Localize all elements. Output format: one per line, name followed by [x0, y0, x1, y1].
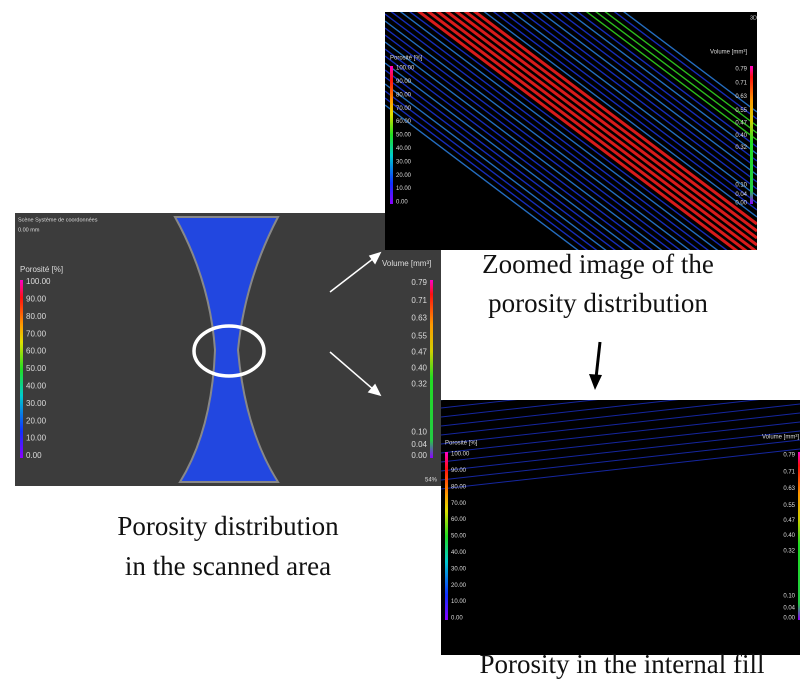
legend-label: 10.00 — [26, 434, 47, 443]
caption: Porosity in the internal fill — [480, 649, 765, 679]
legend-label: 0.32 — [735, 145, 747, 151]
legend-title: Porosité [%] — [390, 56, 423, 62]
legend-label: 0.47 — [735, 120, 747, 126]
panel — [385, 12, 757, 250]
legend-label: 100.00 — [26, 277, 51, 286]
legend-label: 0.04 — [783, 605, 795, 611]
legend-label: 70.00 — [451, 501, 467, 507]
legend-label: 0.40 — [783, 533, 795, 539]
legend-label: 90.00 — [26, 295, 47, 304]
legend-label: 0.04 — [411, 440, 427, 449]
caption: porosity distribution — [488, 288, 708, 318]
fiber — [441, 341, 800, 381]
caption: in the scanned area — [125, 551, 331, 581]
legend-label: 90.00 — [396, 79, 412, 85]
legend-label: 0.00 — [396, 200, 408, 206]
legend-label: 30.00 — [451, 566, 467, 572]
legend-label: 30.00 — [26, 399, 47, 408]
legend-label: 0.00 — [26, 451, 42, 460]
legend-title: Volume [mm³] — [762, 435, 799, 441]
legend-label: 0.47 — [783, 518, 795, 524]
legend-label: 70.00 — [26, 329, 47, 338]
legend-label: 80.00 — [26, 312, 47, 321]
fiber — [441, 314, 800, 354]
legend-title: Volume [mm³] — [710, 50, 747, 56]
figure: Scène Système de coordonnées 0.00 mm 54% Po… — [0, 0, 800, 684]
legend-label: 0.79 — [411, 278, 427, 287]
legend-label: 0.10 — [735, 182, 747, 188]
legend-label: 100.00 — [396, 66, 415, 72]
legend-label: 80.00 — [396, 92, 412, 98]
colorbar — [20, 280, 23, 458]
colorbar — [445, 452, 448, 620]
legend-label: 0.10 — [411, 428, 427, 437]
legend-label: 0.47 — [411, 348, 427, 357]
legend-label: 60.00 — [451, 517, 467, 523]
legend-label: 0.32 — [783, 548, 795, 554]
legend-label: 100.00 — [451, 452, 470, 458]
legend-label: 0.71 — [735, 80, 747, 86]
legend-title: Porosité [%] — [20, 265, 63, 274]
legend-label: 50.00 — [26, 364, 47, 373]
legend-label: 10.00 — [396, 186, 412, 192]
legend-label: 40.00 — [451, 550, 467, 556]
fiber — [441, 323, 800, 363]
legend-label: 0.00 — [451, 616, 463, 622]
legend-label: 50.00 — [451, 534, 467, 540]
legend-label: 60.00 — [396, 119, 412, 125]
legend-label: 70.00 — [396, 106, 412, 112]
fiber — [441, 332, 800, 372]
legend-label: 20.00 — [26, 416, 47, 425]
panel-header: 3D — [750, 15, 757, 21]
legend-label: 10.00 — [451, 599, 467, 605]
legend-label: 50.00 — [396, 133, 412, 139]
legend-label: 40.00 — [396, 146, 412, 152]
legend-label: 30.00 — [396, 159, 412, 165]
legend-label: 0.79 — [783, 453, 795, 459]
colorbar — [750, 66, 753, 204]
legend-label: 20.00 — [451, 583, 467, 589]
legend-label: 20.00 — [396, 173, 412, 179]
legend-title: Volume [mm³] — [382, 259, 431, 268]
fiber — [441, 359, 800, 399]
legend-label: 0.10 — [783, 594, 795, 600]
down-arrow — [589, 342, 602, 390]
panel-header: Scène Système de coordonnées — [18, 217, 98, 223]
panel-subheader: 0.00 mm — [18, 227, 40, 233]
legend-label: 0.00 — [735, 200, 747, 206]
legend-title: Porosité [%] — [445, 441, 478, 447]
legend-label: 0.00 — [783, 616, 795, 622]
legend-label: 60.00 — [26, 347, 47, 356]
colorbar — [390, 66, 393, 204]
legend-label: 0.55 — [735, 108, 747, 114]
legend-label: 0.71 — [783, 469, 795, 475]
caption: Zoomed image of the — [482, 249, 714, 279]
legend-label: 90.00 — [451, 468, 467, 474]
legend-label: 0.55 — [411, 332, 427, 341]
legend-label: 40.00 — [26, 382, 47, 391]
legend-label: 80.00 — [451, 484, 467, 490]
legend-label: 0.32 — [411, 380, 427, 389]
legend-label: 0.63 — [783, 486, 795, 492]
legend-label: 0.00 — [411, 451, 427, 460]
legend-label: 0.63 — [735, 94, 747, 100]
legend-label: 0.55 — [783, 503, 795, 509]
legend-label: 0.40 — [411, 364, 427, 373]
panel-footer: 54% — [425, 478, 438, 484]
caption: Porosity distribution — [117, 511, 339, 541]
fiber — [441, 350, 800, 390]
legend-label: 0.40 — [735, 133, 747, 139]
legend-label: 0.71 — [411, 296, 427, 305]
legend-label: 0.63 — [411, 314, 427, 323]
legend-label: 0.04 — [735, 192, 747, 198]
colorbar — [430, 280, 433, 458]
legend-label: 0.79 — [735, 67, 747, 73]
